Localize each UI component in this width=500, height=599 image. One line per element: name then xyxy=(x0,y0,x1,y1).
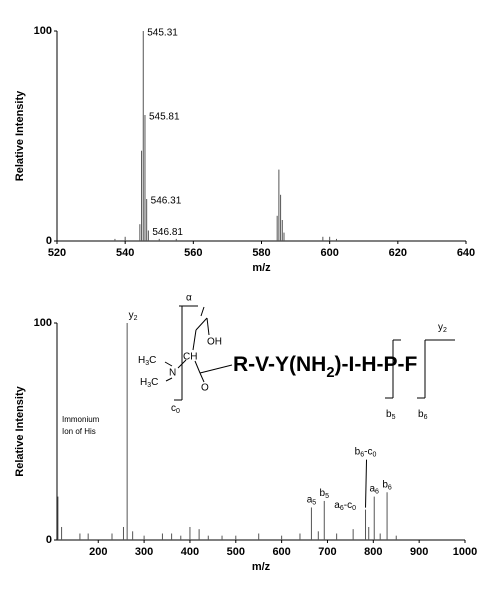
subscript: 3 xyxy=(147,382,151,389)
peak-label: b6-c0 xyxy=(355,446,377,459)
x-tick-label: 900 xyxy=(410,546,428,558)
text-part: -c xyxy=(344,500,352,511)
sequence: R-V-Y(NH2)-I-H-P-F xyxy=(233,353,417,381)
y-tick-label: 100 xyxy=(34,25,52,37)
text-part: C xyxy=(151,377,158,388)
x-tick-label: 700 xyxy=(318,546,336,558)
peak-label: y2 xyxy=(129,310,138,323)
structure-diagram: α OH O CH N H3C H3C c0 R-V-Y(NH2)-I-H-P-… xyxy=(138,293,455,422)
subscript: 0 xyxy=(372,452,376,459)
x-tick-label: 500 xyxy=(227,546,245,558)
subscript: 6 xyxy=(375,489,379,496)
x-tick-label: 560 xyxy=(184,247,202,259)
subscript: 0 xyxy=(352,505,356,512)
x-tick-label: 300 xyxy=(135,546,153,558)
bond xyxy=(200,306,205,317)
subscript: 5 xyxy=(312,500,316,507)
x-tick-label: 520 xyxy=(48,247,66,259)
subscript: 0 xyxy=(176,408,180,415)
subscript: 5 xyxy=(325,493,329,500)
text-part: y xyxy=(129,310,134,321)
annotation: Immonium xyxy=(62,415,100,424)
peak-label: 545.81 xyxy=(149,112,180,123)
x-tick-label: 400 xyxy=(181,546,199,558)
o-label: O xyxy=(201,383,209,394)
text-part: R-V-Y(NH xyxy=(233,353,326,376)
subscript: 5 xyxy=(392,414,396,421)
subscript: 6 xyxy=(340,505,344,512)
x-tick-label: 1000 xyxy=(453,546,477,558)
methyl-label: H3C xyxy=(138,355,156,368)
x-axis-label: m/z xyxy=(252,561,271,573)
peak-label: a6-c0 xyxy=(334,500,356,513)
y-tick-label: 0 xyxy=(46,534,52,546)
peak-label: 545.31 xyxy=(147,28,178,39)
text-part: )-I-H-P-F xyxy=(335,353,418,376)
annotation: Ion of His xyxy=(62,427,96,436)
peak-label: b5 xyxy=(320,488,330,501)
bond xyxy=(199,372,205,383)
subscript: 2 xyxy=(326,365,334,381)
subscript: 3 xyxy=(145,360,149,367)
b5-label: b5 xyxy=(386,409,396,422)
peak-label: a6 xyxy=(369,483,379,496)
text-part: c xyxy=(171,403,176,414)
subscript: 2 xyxy=(134,315,138,322)
n-label: N xyxy=(169,368,176,379)
subscript: 2 xyxy=(443,327,447,334)
x-tick-label: 640 xyxy=(457,247,475,259)
text-part: a xyxy=(369,483,375,494)
text-part: H xyxy=(138,355,145,366)
bond xyxy=(192,329,197,351)
text-part: b xyxy=(418,409,424,420)
bond xyxy=(195,317,208,331)
peak-label: a5 xyxy=(307,494,317,507)
x-tick-label: 600 xyxy=(320,247,338,259)
c0-label: c0 xyxy=(171,403,180,416)
x-tick-label: 540 xyxy=(116,247,134,259)
peak-label: 546.31 xyxy=(151,196,182,207)
y2-label: y2 xyxy=(438,322,447,335)
bond xyxy=(194,360,201,374)
x-tick-label: 620 xyxy=(389,247,407,259)
text-part: b xyxy=(386,409,392,420)
subscript: 6 xyxy=(424,414,428,421)
text-part: H xyxy=(140,377,147,388)
text-part: y xyxy=(438,322,443,333)
text-part: -c xyxy=(364,446,372,457)
bond xyxy=(199,364,233,374)
peak-label: 546.81 xyxy=(152,227,183,238)
y-axis-label: Relative Intensity xyxy=(14,385,26,476)
y-axis-label: Relative Intensity xyxy=(14,90,26,181)
methyl-label: H3C xyxy=(140,377,158,390)
oh-label: OH xyxy=(207,337,222,348)
peak-label: b6 xyxy=(382,479,392,492)
y-tick-label: 100 xyxy=(34,317,52,329)
y-tick-label: 0 xyxy=(46,235,52,247)
subscript: 6 xyxy=(360,452,364,459)
text-part: b xyxy=(355,446,361,457)
b6-label: b6 xyxy=(418,409,428,422)
text-part: a xyxy=(334,500,340,511)
text-part: b xyxy=(320,488,326,499)
x-tick-label: 600 xyxy=(272,546,290,558)
label-arrow xyxy=(365,459,368,508)
text-part: b xyxy=(382,479,388,490)
subscript: 6 xyxy=(388,485,392,492)
x-tick-label: 580 xyxy=(252,247,270,259)
alpha-label: α xyxy=(186,293,192,304)
bond xyxy=(165,377,173,382)
x-tick-label: 200 xyxy=(89,546,107,558)
chart: 0 100 520 540 560 580 600 620 640 m/z Relative Int… xyxy=(14,25,475,274)
x-axis-label: m/z xyxy=(252,262,271,274)
bond xyxy=(164,361,173,367)
text-part: C xyxy=(149,355,156,366)
ch-label: CH xyxy=(183,352,197,363)
bond xyxy=(206,317,210,336)
x-tick-label: 800 xyxy=(364,546,382,558)
text-part: a xyxy=(307,494,313,505)
bond xyxy=(177,359,187,369)
